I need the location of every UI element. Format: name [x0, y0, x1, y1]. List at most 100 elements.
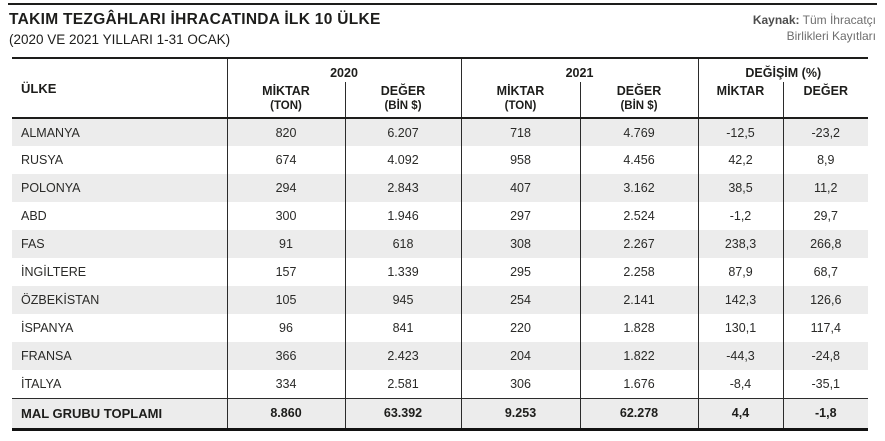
country-cell: POLONYA [12, 174, 228, 202]
value-cell: 204 [461, 342, 581, 370]
total-value-cell: 4,4 [698, 398, 784, 429]
source-line1: Tüm İhracatçı [802, 13, 876, 27]
value-cell: 945 [345, 286, 462, 314]
value-cell: -24,8 [811, 349, 841, 363]
value-cell: 220 [461, 314, 581, 342]
value-cell: 841 [345, 314, 462, 342]
table-row: ALMANYA 820 6.207 718 4.769 -12,5 -23,2 [12, 118, 869, 146]
table-row: POLONYA 294 2.843 407 3.162 38,5 11,2 [12, 174, 869, 202]
country-cell: ABD [12, 202, 228, 230]
value-cell: 42,2 [698, 146, 784, 174]
value-cell: 4.092 [345, 146, 462, 174]
page-subtitle: (2020 VE 2021 YILLARI 1-31 OCAK) [9, 32, 231, 47]
year-group-2021: 2021 [461, 58, 699, 82]
country-header-cell: ÜLKE [12, 58, 228, 118]
table-row: RUSYA 674 4.092 958 4.456 42,2 8,9 [12, 146, 868, 174]
value-cell: 266,8 [810, 237, 842, 251]
top-divider [8, 3, 877, 5]
value-cell: -8,4 [698, 370, 784, 398]
table-row: İTALYA 334 2.581 306 1.676 -8,4 -35,1 [12, 370, 868, 398]
value-cell: 1.339 [345, 258, 462, 286]
value-cell: 2.524 [580, 202, 699, 230]
value-cell: -35,1 [811, 376, 841, 391]
value-cell: 157 [227, 258, 346, 286]
value-cell: 2.267 [580, 230, 699, 258]
value-cell: 3.162 [580, 174, 699, 202]
value-cell: 130,1 [698, 314, 784, 342]
source-line2: Birlikleri Kayıtları [786, 29, 876, 43]
value-cell: 38,5 [698, 174, 784, 202]
subheader-2020-miktar: MİKTAR (TON) [227, 82, 346, 118]
table-row: ÖZBEKİSTAN 105 945 254 2.141 142,3 126,6 [12, 286, 869, 314]
subheader-unit: (TON) [270, 100, 302, 112]
value-cell: 2.258 [580, 258, 699, 286]
value-cell: 295 [461, 258, 581, 286]
subheader-label: DEĞER [380, 84, 426, 98]
subheader-row: MİKTAR (TON) DEĞER (BİN $) MİKTAR (TON) … [12, 82, 869, 118]
value-cell: 1.822 [580, 342, 699, 370]
masthead: TAKIM TEZGÂHLARI İHRACATINDA İLK 10 ÜLKE… [8, 5, 877, 57]
value-cell: 68,7 [813, 265, 838, 279]
table-footer: MAL GRUBU TOPLAMI 8.860 63.392 9.253 62.… [12, 398, 869, 429]
subheader-label: MİKTAR [716, 84, 765, 98]
value-cell: 8,9 [817, 153, 835, 167]
value-cell: 91 [227, 230, 346, 258]
total-label-cell: MAL GRUBU TOPLAMI [12, 398, 228, 429]
value-cell: 300 [227, 202, 346, 230]
value-cell: 674 [227, 146, 346, 174]
country-cell: FRANSA [12, 342, 228, 370]
subheader-unit: (BİN $) [384, 100, 422, 112]
title-block: TAKIM TEZGÂHLARI İHRACATINDA İLK 10 ÜLKE… [9, 10, 381, 48]
table-row: İSPANYA 96 841 220 1.828 130,1 117,4 [12, 314, 868, 342]
country-cell: İTALYA [12, 370, 228, 398]
value-cell: 820 [227, 118, 346, 146]
total-value-cell: 9.253 [461, 398, 581, 429]
value-cell: 96 [227, 314, 346, 342]
value-cell: 334 [227, 370, 346, 398]
country-cell: ÖZBEKİSTAN [12, 286, 228, 314]
source-label: Kaynak: [752, 13, 800, 27]
value-cell: 718 [461, 118, 581, 146]
year-group-2020: 2020 [227, 58, 462, 82]
source-note: Kaynak: Tüm İhracatçı Birlikleri Kayıtla… [753, 10, 876, 44]
subheader-label: MİKTAR [262, 84, 310, 98]
value-cell: 366 [227, 342, 346, 370]
subheader-label: DEĞER [803, 84, 848, 98]
export-table: ÜLKE 2020 2021 DEĞİŞİM (%) MİKTAR (TON) … [12, 57, 869, 431]
subheader-change-miktar: MİKTAR [698, 82, 784, 118]
value-cell: 87,9 [698, 258, 784, 286]
value-cell: 306 [461, 370, 581, 398]
subheader-unit: (TON) [504, 100, 537, 112]
value-cell: 11,2 [814, 181, 838, 195]
country-cell: ALMANYA [12, 118, 228, 146]
value-cell: 294 [227, 174, 346, 202]
value-cell: 618 [345, 230, 462, 258]
value-cell: -23,2 [811, 125, 841, 140]
value-cell: 1.828 [580, 314, 699, 342]
subheader-change-deger: DEĞER [783, 82, 868, 118]
page-title: TAKIM TEZGÂHLARI İHRACATINDA İLK 10 ÜLKE [9, 11, 381, 28]
table-row: ABD 300 1.946 297 2.524 -1,2 29,7 [12, 202, 868, 230]
value-cell: -44,3 [698, 342, 784, 370]
value-cell: 6.207 [345, 118, 462, 146]
subheader-label: DEĞER [616, 84, 662, 98]
value-cell: -1,2 [698, 202, 784, 230]
group-header-row: ÜLKE 2020 2021 DEĞİŞİM (%) [12, 58, 869, 118]
value-cell: 238,3 [698, 230, 784, 258]
total-value-cell: 8.860 [227, 398, 346, 429]
subheader-2021-deger: DEĞER (BİN $) [580, 82, 699, 118]
value-cell: 958 [461, 146, 581, 174]
value-cell: 308 [461, 230, 581, 258]
value-cell: 142,3 [698, 286, 784, 314]
table-row: İNGİLTERE 157 1.339 295 2.258 87,9 68,7 [12, 258, 868, 286]
country-cell: İNGİLTERE [12, 258, 228, 286]
value-cell: 1.946 [345, 202, 462, 230]
total-row: MAL GRUBU TOPLAMI 8.860 63.392 9.253 62.… [12, 398, 869, 429]
country-cell: RUSYA [12, 146, 228, 174]
value-cell: 297 [461, 202, 581, 230]
value-cell: 2.581 [345, 370, 462, 398]
subheader-unit: (BİN $) [620, 100, 658, 112]
value-cell: 105 [227, 286, 346, 314]
subheader-2020-deger: DEĞER (BİN $) [345, 82, 462, 118]
